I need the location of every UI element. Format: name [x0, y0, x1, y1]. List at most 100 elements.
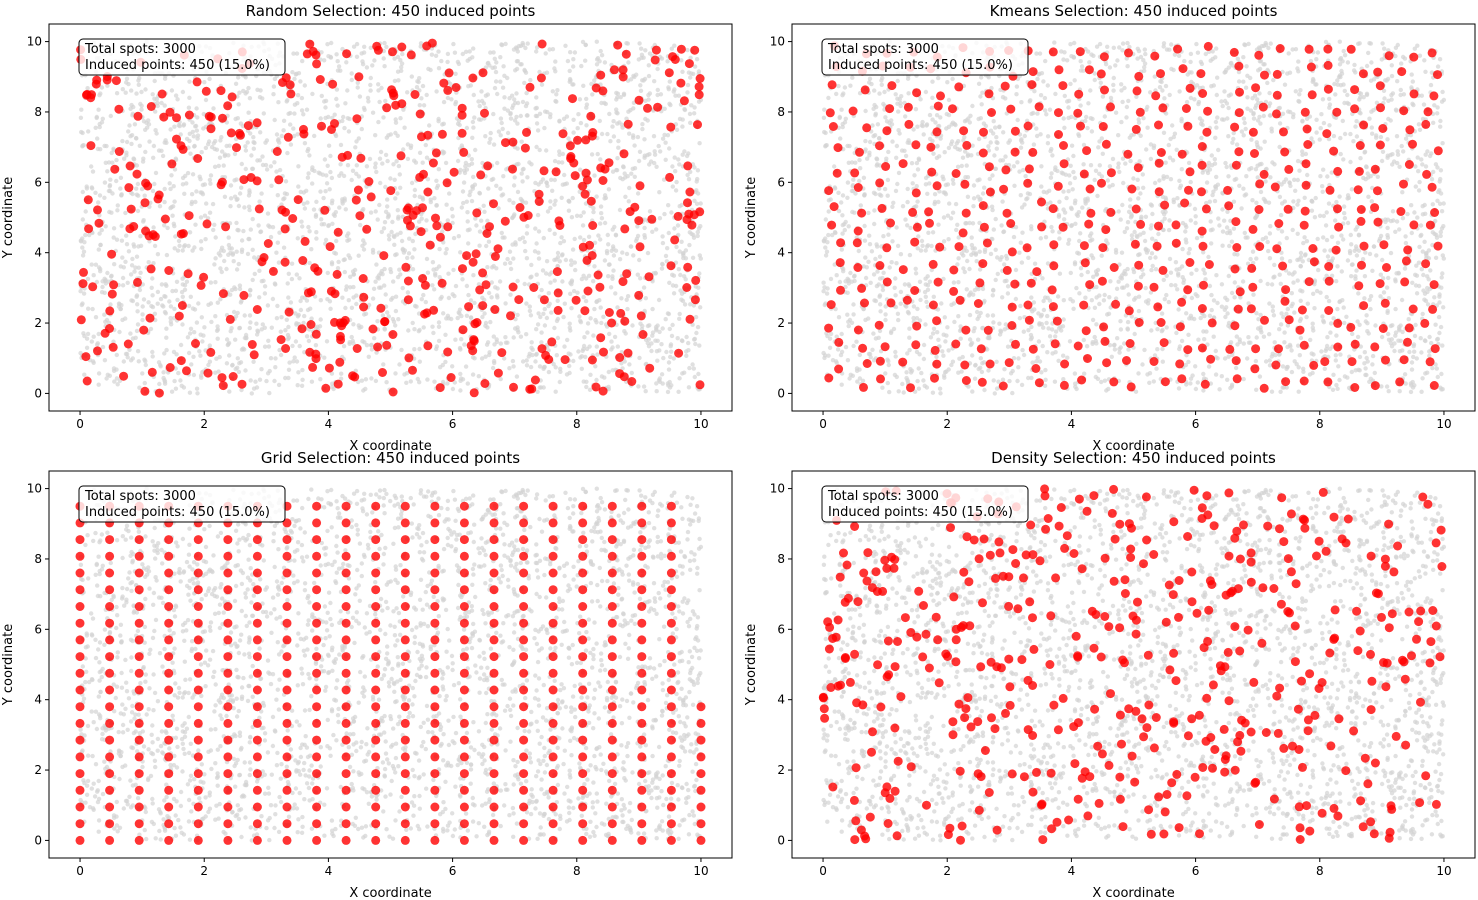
background-spot — [971, 204, 976, 209]
background-spot — [172, 246, 177, 251]
background-spot — [108, 302, 113, 307]
background-spot — [107, 209, 112, 215]
induced-point — [600, 164, 610, 174]
background-spot — [1108, 279, 1113, 284]
background-spot — [1362, 274, 1368, 279]
background-spot — [855, 379, 860, 384]
background-spot — [398, 116, 403, 121]
background-spot — [429, 52, 435, 57]
background-spot — [152, 243, 158, 249]
background-spot — [1092, 334, 1097, 340]
background-spot — [1100, 151, 1106, 156]
background-spot — [398, 230, 403, 235]
background-spot — [272, 117, 277, 123]
background-spot — [473, 147, 478, 153]
background-spot — [140, 371, 145, 376]
background-spot — [923, 182, 929, 187]
background-spot — [297, 276, 302, 281]
induced-point — [335, 331, 345, 341]
background-spot — [1236, 69, 1242, 75]
background-spot — [1053, 334, 1058, 339]
background-spot — [660, 136, 666, 141]
background-spot — [626, 109, 631, 114]
background-spot — [496, 129, 502, 134]
background-spot — [476, 117, 482, 122]
background-spot — [93, 190, 98, 195]
background-spot — [324, 181, 330, 186]
background-spot — [318, 317, 323, 322]
induced-point — [139, 325, 149, 335]
background-spot — [399, 61, 405, 66]
background-spot — [1059, 328, 1064, 333]
background-spot — [1127, 44, 1132, 50]
induced-point — [221, 222, 231, 232]
background-spot — [495, 286, 500, 291]
background-spot — [308, 306, 313, 311]
background-spot — [1226, 174, 1231, 179]
background-spot — [895, 243, 901, 249]
background-spot — [135, 181, 141, 187]
background-spot — [386, 233, 392, 238]
background-spot — [1436, 314, 1442, 320]
background-spot — [87, 232, 92, 238]
induced-point — [683, 161, 693, 171]
background-spot — [96, 247, 102, 252]
background-spot — [695, 168, 701, 173]
background-spot — [301, 201, 306, 206]
background-spot — [682, 149, 687, 154]
background-spot — [511, 200, 516, 205]
background-spot — [553, 365, 558, 370]
background-spot — [657, 329, 662, 335]
background-spot — [340, 295, 345, 300]
background-spot — [511, 335, 516, 340]
background-spot — [561, 239, 567, 244]
induced-point — [573, 135, 582, 145]
background-spot — [274, 169, 279, 174]
background-spot — [1002, 262, 1007, 267]
background-spot — [1279, 250, 1284, 255]
background-spot — [345, 238, 350, 243]
background-spot — [321, 222, 327, 227]
background-spot — [129, 141, 134, 147]
background-spot — [314, 236, 319, 241]
background-spot — [78, 115, 84, 121]
background-spot — [1379, 384, 1384, 389]
background-spot — [1337, 39, 1343, 44]
background-spot — [537, 364, 543, 369]
background-spot — [1435, 374, 1441, 380]
background-spot — [85, 331, 91, 337]
background-spot — [396, 317, 401, 322]
induced-point — [471, 249, 481, 259]
background-spot — [370, 110, 376, 115]
background-spot — [554, 257, 559, 262]
induced-point — [670, 235, 680, 245]
background-spot — [309, 247, 314, 252]
background-spot — [425, 177, 431, 182]
background-spot — [199, 190, 205, 195]
background-spot — [695, 176, 700, 182]
background-spot — [522, 80, 527, 86]
background-spot — [1141, 230, 1146, 235]
background-spot — [643, 98, 648, 104]
background-spot — [566, 136, 571, 141]
background-spot — [90, 359, 96, 364]
background-spot — [397, 267, 402, 272]
background-spot — [1334, 333, 1339, 338]
background-spot — [534, 95, 539, 100]
background-spot — [1414, 263, 1419, 268]
background-spot — [862, 223, 867, 229]
induced-point — [634, 95, 644, 105]
background-spot — [692, 105, 697, 110]
background-spot — [325, 163, 330, 168]
background-spot — [264, 138, 270, 143]
background-spot — [557, 149, 562, 154]
background-spot — [632, 74, 637, 80]
background-spot — [611, 253, 617, 258]
background-spot — [1243, 126, 1248, 132]
background-spot — [1020, 167, 1026, 173]
background-spot — [689, 103, 694, 108]
background-spot — [184, 279, 190, 284]
background-spot — [272, 281, 278, 286]
background-spot — [383, 152, 389, 158]
background-spot — [283, 328, 288, 333]
